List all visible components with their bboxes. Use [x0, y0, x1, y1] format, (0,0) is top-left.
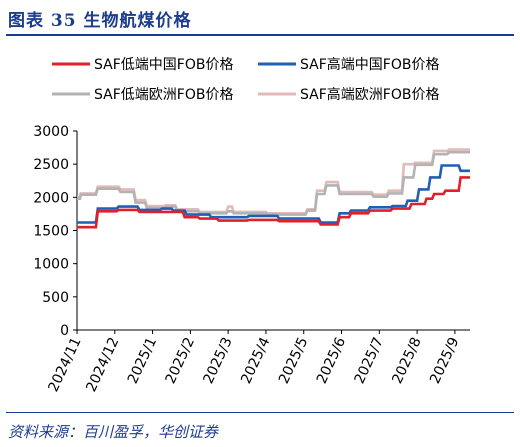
legend-label-3: SAF低端欧洲FOB价格: [94, 87, 233, 103]
legend-label-1: SAF低端中国FOB价格: [94, 57, 233, 73]
series-line-1: [77, 176, 470, 229]
x-tick-label: 2025/7: [352, 335, 387, 386]
y-tick-label: 2000: [33, 190, 69, 206]
y-tick-label: 1500: [33, 224, 69, 240]
x-tick-label: 2025/4: [238, 335, 273, 386]
x-tick-label: 2025/3: [200, 335, 235, 386]
y-tick-label: 2500: [33, 157, 69, 173]
source-note: 资料来源：百川盈孚，华创证券: [8, 423, 219, 441]
x-tick-label: 2025/2: [163, 335, 198, 386]
legend-label-4: SAF高端欧洲FOB价格: [300, 86, 439, 103]
y-tick-label: 3000: [33, 124, 69, 140]
y-tick-label: 1000: [33, 257, 69, 273]
x-tick-label: 2025/8: [389, 335, 424, 386]
y-tick-label: 0: [60, 323, 69, 339]
x-tick-label: 2025/5: [276, 335, 311, 386]
x-tick-label: 2025/1: [125, 335, 160, 386]
x-tick-label: 2024/11: [46, 335, 85, 394]
source-divider: [6, 412, 514, 413]
legend-label-2: SAF高端中国FOB价格: [300, 56, 439, 73]
y-tick-label: 500: [42, 290, 69, 306]
title-divider: [6, 34, 514, 36]
x-tick-label: 2025/6: [314, 335, 349, 386]
chart-title: 图表 35 生物航煤价格: [8, 11, 192, 31]
series-line-3: [77, 150, 470, 216]
x-tick-label: 2025/9: [427, 335, 462, 386]
x-tick-label: 2024/12: [83, 335, 122, 394]
